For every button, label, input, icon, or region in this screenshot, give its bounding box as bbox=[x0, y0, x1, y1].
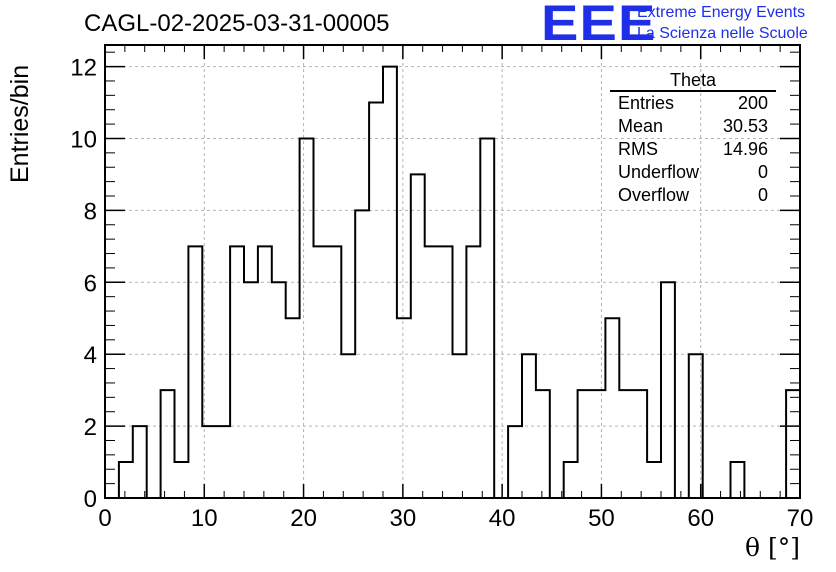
histogram-outline bbox=[105, 65, 801, 499]
stats-row-underflow: Underflow 0 bbox=[610, 161, 776, 184]
logo-line-2: La Scienza nelle Scuole bbox=[637, 25, 808, 42]
stats-value: 14.96 bbox=[722, 139, 768, 159]
logo-line-1: Extreme Energy Events bbox=[637, 4, 806, 21]
tick-labels: 0 10 20 30 40 50 60 70 0 2 4 6 8 10 12 bbox=[70, 55, 813, 532]
stats-label: Underflow bbox=[618, 162, 700, 182]
y-tick-label: 4 bbox=[84, 342, 97, 369]
x-tick-label: 10 bbox=[191, 505, 218, 532]
stats-row-mean: Mean 30.53 bbox=[610, 115, 776, 138]
y-tick-label: 0 bbox=[84, 486, 97, 513]
stats-row-overflow: Overflow 0 bbox=[610, 184, 776, 207]
y-tick-label: 10 bbox=[70, 126, 97, 153]
stats-value: 0 bbox=[757, 185, 768, 205]
plot-frame bbox=[104, 44, 801, 499]
y-tick-label: 2 bbox=[84, 414, 97, 441]
stats-value: 30.53 bbox=[722, 116, 768, 136]
x-tick-label: 40 bbox=[489, 505, 516, 532]
stats-row-rms: RMS 14.96 bbox=[610, 138, 776, 161]
y-axis-label: Entries/bin bbox=[6, 64, 34, 183]
x-tick-label: 50 bbox=[588, 505, 615, 532]
stats-label: RMS bbox=[618, 139, 658, 159]
stats-label: Overflow bbox=[618, 185, 690, 205]
x-tick-label: 0 bbox=[98, 505, 111, 532]
stats-title: Theta bbox=[610, 70, 776, 92]
x-tick-label: 30 bbox=[390, 505, 417, 532]
x-tick-label: 70 bbox=[787, 505, 814, 532]
axis-ticks bbox=[104, 45, 801, 499]
eee-logo: EEE bbox=[541, 0, 657, 51]
y-tick-label: 12 bbox=[70, 55, 97, 82]
stats-label: Mean bbox=[618, 116, 664, 136]
stats-value: 200 bbox=[737, 93, 768, 113]
y-tick-label: 6 bbox=[84, 270, 97, 297]
run-title: CAGL-02-2025-03-31-00005 bbox=[84, 10, 390, 37]
stats-box: Theta Entries 200 Mean 30.53 RMS 14.96 U… bbox=[610, 70, 776, 207]
stats-value: 0 bbox=[757, 162, 768, 182]
x-axis-label: θ [°] bbox=[744, 533, 800, 562]
x-tick-label: 20 bbox=[290, 505, 317, 532]
stats-row-entries: Entries 200 bbox=[610, 92, 776, 115]
y-tick-label: 8 bbox=[84, 198, 97, 225]
x-tick-label: 60 bbox=[687, 505, 714, 532]
stats-label: Entries bbox=[618, 93, 675, 113]
